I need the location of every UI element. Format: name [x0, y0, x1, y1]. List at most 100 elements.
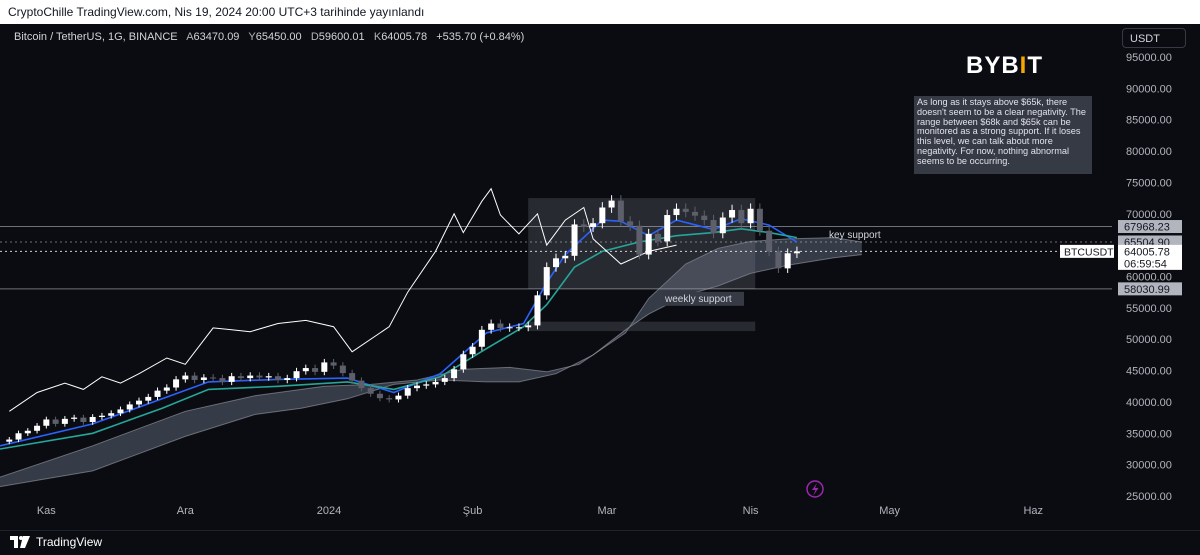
candle-body: [525, 325, 532, 328]
tradingview-logo-icon: [10, 536, 30, 548]
y-tick-label: 60000.00: [1126, 272, 1172, 284]
candle-body: [367, 388, 374, 394]
publish-title: CryptoChille TradingView.com, Nis 19, 20…: [8, 5, 425, 19]
close-value: 64005.78: [381, 31, 428, 43]
y-tick-label: 90000.00: [1126, 83, 1172, 95]
candle-body: [423, 384, 430, 386]
y-tick-label: 25000.00: [1126, 491, 1172, 503]
candle-body: [451, 369, 458, 379]
x-tick-label: Nis: [743, 505, 759, 517]
candle-body: [219, 378, 226, 382]
candle-body: [729, 210, 736, 218]
y-tick-label: 85000.00: [1126, 115, 1172, 127]
x-tick-label: 2024: [317, 505, 341, 517]
price-tag-bg: [1118, 256, 1182, 270]
candle-body: [460, 354, 467, 370]
cloud-lower-line: [0, 254, 862, 488]
y-tick-label: 35000.00: [1126, 428, 1172, 440]
low-value: 59600.01: [318, 31, 365, 43]
price-chart[interactable]: key support weekly support 25000.00 30000.…: [0, 24, 1200, 530]
chart-labels: key support weekly support: [662, 230, 881, 306]
change-value: +535.70 (+0.84%): [436, 31, 525, 43]
candle-body: [608, 200, 615, 208]
candle-body: [6, 439, 13, 442]
y-tick-label: 45000.00: [1126, 366, 1172, 378]
candle-body: [599, 207, 606, 224]
lagging-span-line: [9, 187, 677, 412]
candles: [6, 195, 800, 445]
currency-button[interactable]: USDT: [1122, 28, 1186, 48]
candle-body: [173, 379, 180, 388]
symbol-tag-bg: [1060, 244, 1114, 258]
high-value: 65450.00: [255, 31, 302, 43]
high-label: Y: [248, 31, 256, 43]
x-tick-label: May: [879, 505, 900, 517]
footer: TradingView: [0, 530, 1200, 555]
price-axis[interactable]: 25000.00 30000.00 35000.00 40000.00 45000.00…: [1126, 52, 1172, 503]
candle-body: [302, 368, 309, 372]
candle-body: [89, 416, 96, 422]
candle-body: [719, 217, 726, 234]
candle-body: [692, 211, 698, 216]
candle-body: [645, 233, 652, 255]
y-tick-label: 50000.00: [1126, 334, 1172, 346]
close-label: K: [373, 31, 382, 43]
candle-body: [701, 215, 708, 221]
y-tick-label: 40000.00: [1126, 397, 1172, 409]
time-axis[interactable]: Kas Ara 2024 Şub Mar Nis May Haz: [37, 505, 1043, 517]
candle-body: [237, 376, 244, 379]
candle-body: [543, 267, 550, 296]
tradingview-logo[interactable]: TradingView: [10, 535, 102, 549]
candle-body: [191, 375, 198, 380]
price-tag-value: 06:59:54: [1124, 258, 1167, 270]
y-tick-label: 95000.00: [1126, 52, 1172, 64]
candle-body: [747, 208, 754, 224]
candle-body: [71, 417, 78, 419]
weekly-support-bg: [662, 291, 744, 306]
x-tick-label: Mar: [597, 505, 616, 517]
candle-body: [15, 433, 22, 440]
candle-body: [395, 395, 402, 400]
candle-body: [478, 329, 485, 347]
ichimoku-cloud: [0, 237, 862, 488]
candle-body: [553, 258, 559, 268]
candle-body: [24, 430, 31, 434]
candle-body: [52, 419, 59, 424]
symbol-tag: BTCUSDT: [1064, 246, 1114, 258]
y-tick-label: 80000.00: [1126, 146, 1172, 158]
candle-body: [210, 377, 217, 379]
candle-body: [404, 388, 411, 396]
key-support-label: key support: [829, 230, 881, 241]
candle-body: [284, 378, 291, 380]
candle-body: [414, 385, 420, 389]
candle-body: [275, 376, 281, 380]
x-tick-label: Haz: [1023, 505, 1043, 517]
candle-body: [432, 381, 439, 385]
candle-body: [766, 230, 773, 252]
flash-icon[interactable]: [806, 480, 824, 498]
candle-body: [562, 255, 569, 259]
candle-body: [793, 251, 800, 254]
price-tag-bg: [1118, 244, 1182, 258]
candle-body: [265, 376, 272, 378]
candle-body: [515, 327, 522, 329]
candle-body: [664, 215, 671, 242]
candle-body: [571, 224, 578, 256]
cloud-area: [0, 237, 862, 487]
candle-body: [636, 225, 643, 255]
candle-body: [488, 323, 495, 330]
x-tick-label: Ara: [177, 505, 195, 517]
price-tag-value: 64005.78: [1124, 246, 1170, 258]
candle-body: [80, 417, 87, 422]
candle-body: [136, 400, 142, 405]
y-tick-label: 75000.00: [1126, 177, 1172, 189]
candle-body: [247, 375, 254, 379]
candle-body: [98, 415, 105, 417]
candle-body: [43, 419, 50, 426]
open-label: A: [186, 31, 194, 43]
candle-body: [117, 409, 124, 414]
bybit-watermark: BYBIT: [966, 52, 1044, 79]
price-tag-value: 67968.23: [1124, 222, 1170, 234]
candle-body: [163, 387, 170, 391]
candle-body: [506, 327, 513, 329]
